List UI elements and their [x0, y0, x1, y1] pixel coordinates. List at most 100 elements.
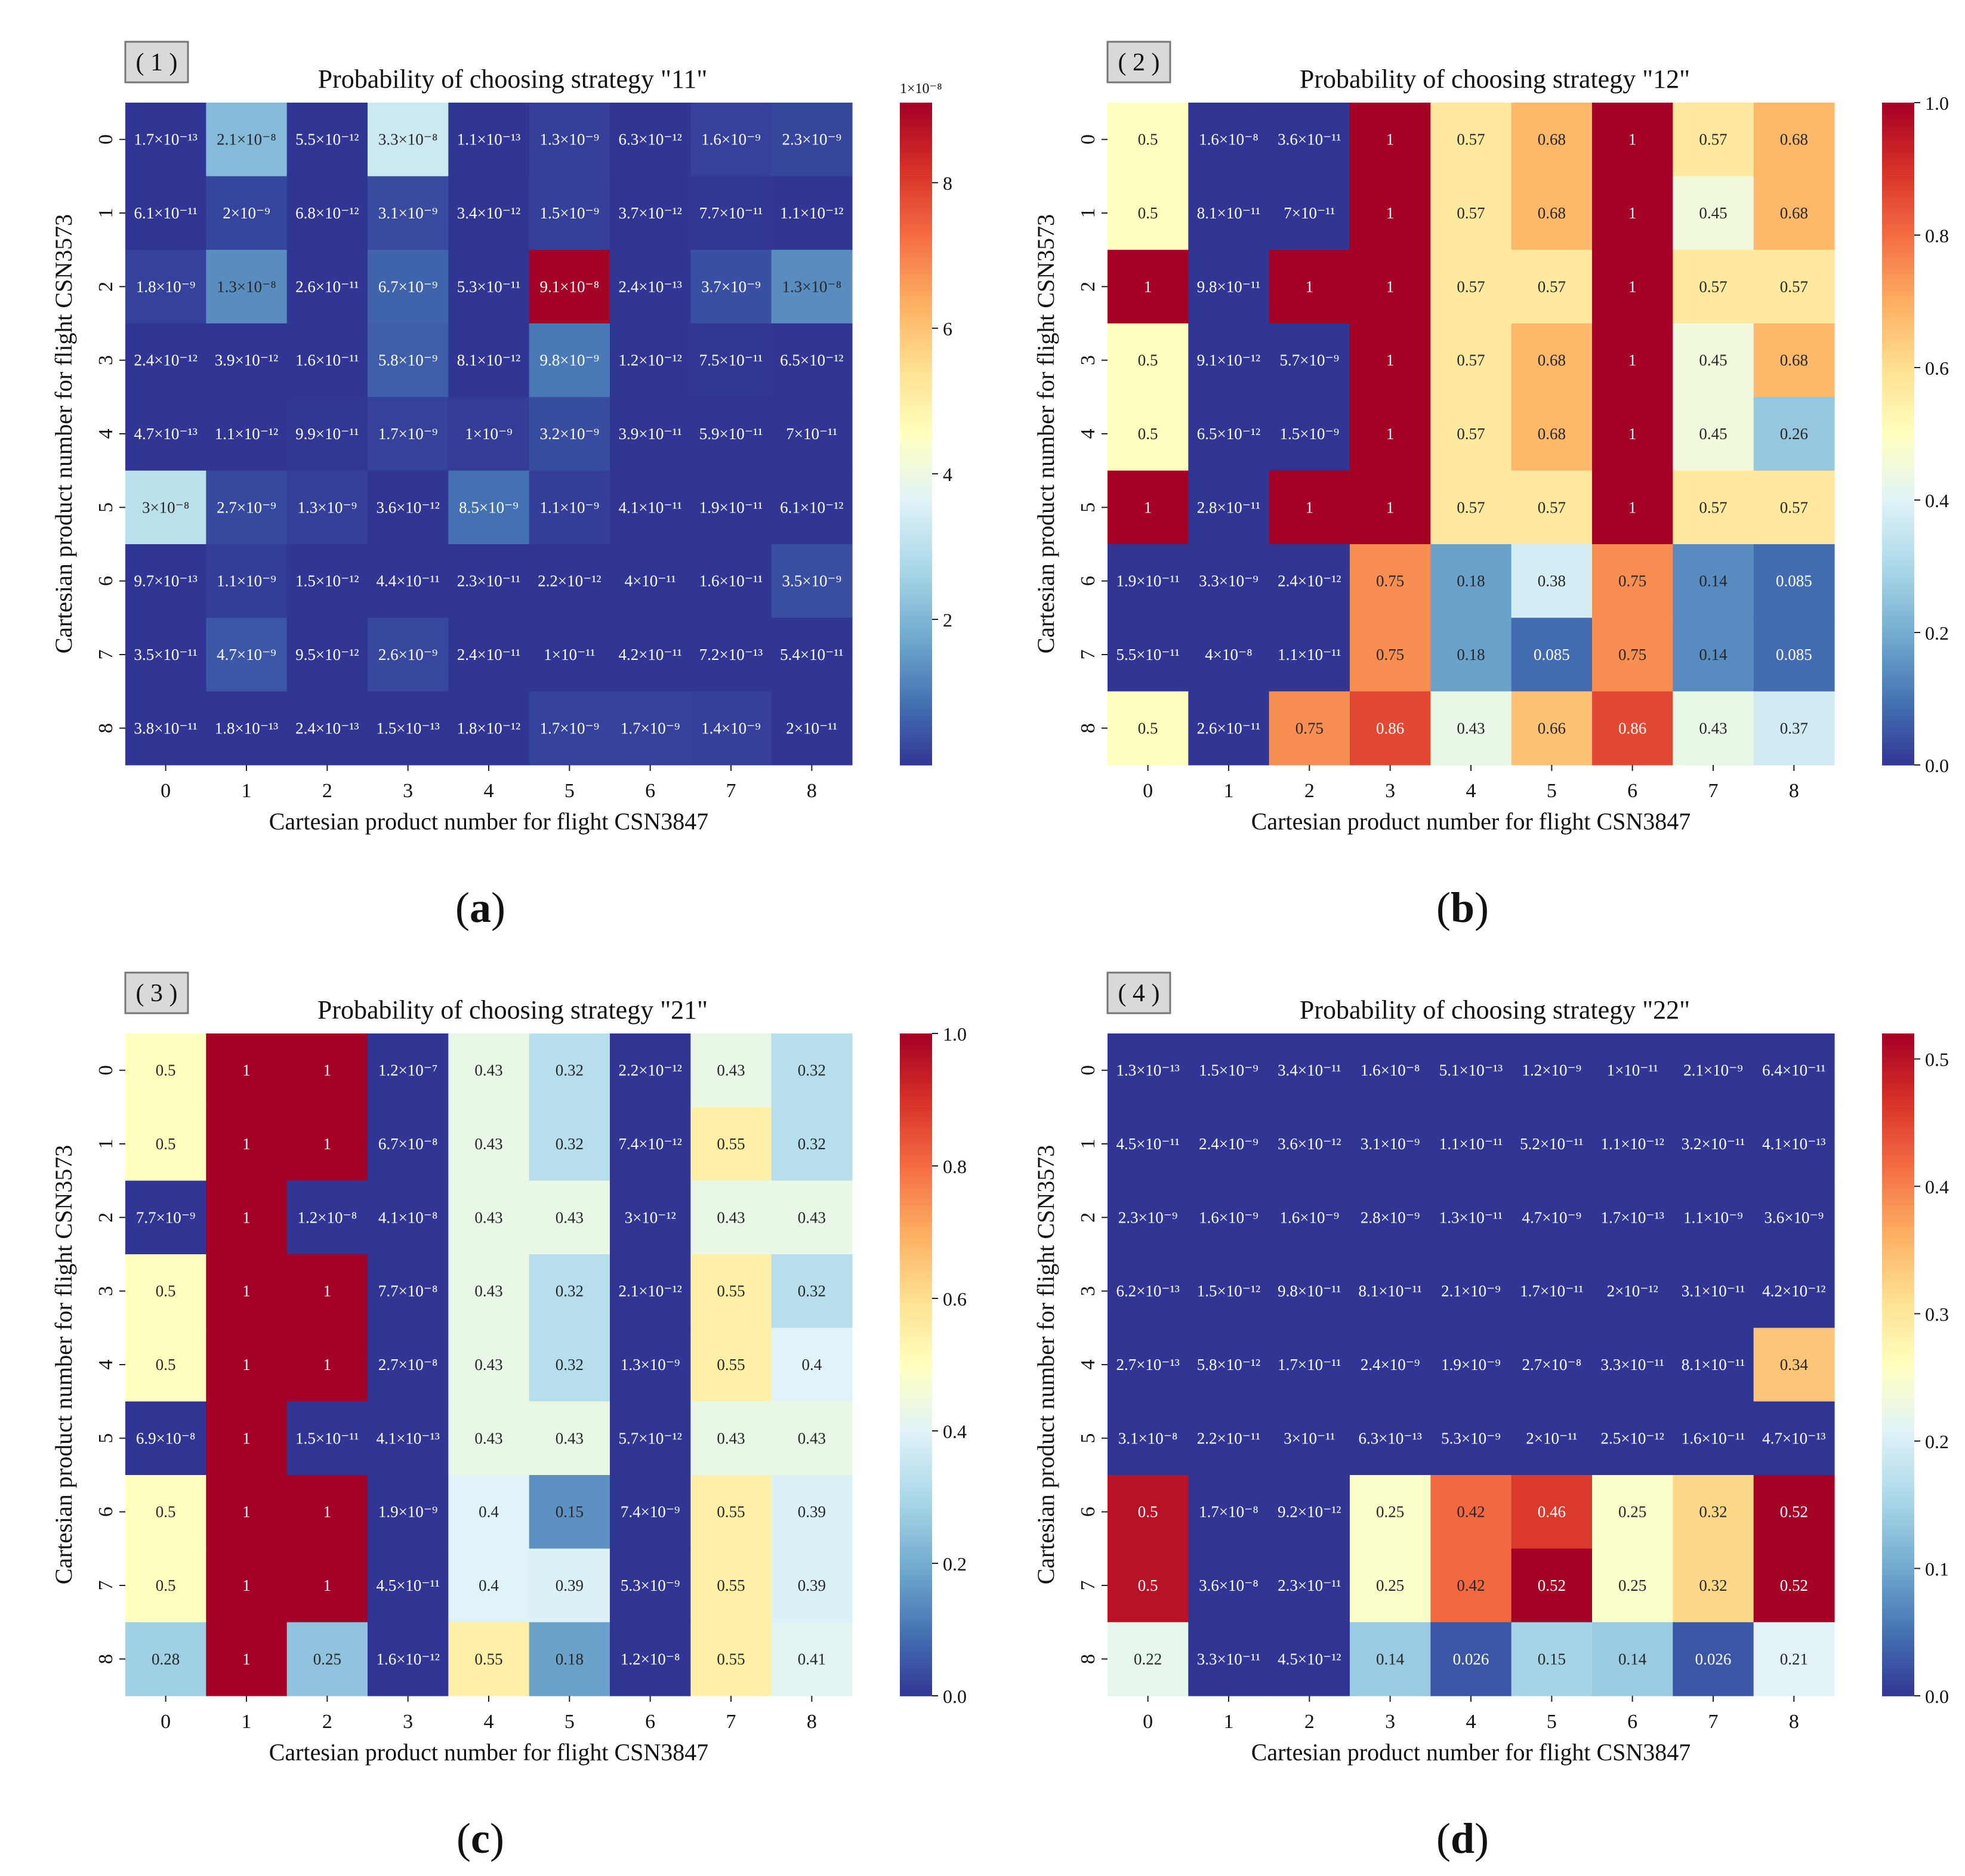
heatmap-cell — [690, 470, 772, 545]
cell-value-label: 0.39 — [798, 1503, 826, 1521]
colorbar-segment — [1882, 594, 1914, 600]
heatmap-cell — [690, 544, 772, 618]
colorbar-tick-label: 0.0 — [943, 1686, 967, 1707]
colorbar-segment — [900, 169, 932, 175]
colorbar-segment — [1882, 1502, 1914, 1509]
cell-value-label: 7.4×10⁻⁹ — [621, 1503, 680, 1521]
colorbar-segment — [900, 307, 932, 313]
y-tick-label: 5 — [1077, 1433, 1099, 1443]
colorbar-segment — [1882, 412, 1914, 418]
heatmap-cell — [1188, 1548, 1270, 1623]
colorbar-segment — [900, 1574, 932, 1581]
cell-value-label: 2×10⁻¹¹ — [786, 719, 837, 737]
colorbar-segment — [900, 1547, 932, 1553]
colorbar-segment — [900, 113, 932, 120]
colorbar-segment — [1882, 1088, 1914, 1095]
cell-value-label: 2×10⁻⁹ — [223, 204, 270, 222]
colorbar-segment — [1882, 1392, 1914, 1399]
colorbar-segment — [1882, 108, 1914, 115]
heatmap-cell — [1511, 1328, 1593, 1402]
cell-value-label: 1.6×10⁻⁹ — [1280, 1208, 1340, 1226]
heatmap-cell — [1269, 470, 1350, 545]
cell-value-label: 1.3×10⁻⁸ — [217, 277, 276, 295]
y-tick-label: 4 — [1077, 1360, 1099, 1370]
colorbar-segment — [900, 1569, 932, 1575]
cell-value-label: 2.4×10⁻⁹ — [1199, 1135, 1258, 1153]
heatmap-cell — [368, 544, 449, 618]
cell-value-label: 5.7×10⁻¹² — [618, 1429, 681, 1447]
colorbar-segment — [1882, 461, 1914, 468]
heatmap-cell — [1511, 1548, 1593, 1623]
cell-value-label: 1 — [1386, 204, 1395, 222]
colorbar-segment — [1882, 185, 1914, 192]
cell-value-label: 2.4×10⁻¹² — [1278, 572, 1341, 590]
heatmap-cell — [286, 1475, 368, 1549]
colorbar-segment — [1882, 400, 1914, 407]
cell-value-label: 0.57 — [1699, 498, 1727, 516]
cell-value-label: 6.4×10⁻¹¹ — [1762, 1062, 1825, 1079]
heatmap-cell — [1350, 1107, 1431, 1181]
heatmap-cell — [1350, 1475, 1431, 1549]
heatmap-cell — [1511, 1475, 1593, 1549]
heatmap-cell — [690, 397, 772, 471]
heatmap-cell — [1350, 1328, 1431, 1402]
colorbar-segment — [1882, 1204, 1914, 1211]
cell-value-label: 3.5×10⁻⁹ — [782, 572, 842, 590]
colorbar-segment — [900, 445, 932, 451]
colorbar-segment — [900, 1497, 932, 1504]
cell-value-label: 0.38 — [1538, 572, 1566, 590]
cell-value-label: 4×10⁻¹¹ — [625, 572, 676, 590]
colorbar-segment — [1882, 699, 1914, 705]
colorbar-segment — [900, 340, 932, 346]
colorbar-segment — [1882, 660, 1914, 667]
cell-value-label: 7.7×10⁻⁸ — [378, 1282, 438, 1300]
colorbar-segment — [1882, 196, 1914, 203]
colorbar-segment — [900, 632, 932, 639]
colorbar-segment — [900, 682, 932, 689]
colorbar-segment — [1882, 649, 1914, 655]
heatmap-cell — [1592, 1548, 1673, 1623]
heatmap-cell — [1269, 397, 1350, 471]
y-axis-label: Cartesian product number for flight CSN3… — [1032, 1145, 1059, 1585]
colorbar-segment — [1882, 1668, 1914, 1674]
heatmap-cell — [448, 470, 530, 545]
colorbar-tick-label: 0.1 — [1925, 1559, 1949, 1580]
heatmap-cell — [1108, 249, 1189, 324]
heatmap-cell — [1269, 1033, 1350, 1107]
colorbar-segment — [900, 191, 932, 198]
heatmap-cell — [1430, 397, 1512, 471]
cell-value-label: 0.18 — [1457, 572, 1485, 590]
cell-value-label: 0.26 — [1780, 425, 1808, 443]
colorbar-segment — [1882, 1331, 1914, 1338]
colorbar-segment — [900, 1160, 932, 1167]
cell-value-label: 2.1×10⁻⁹ — [1683, 1062, 1743, 1079]
cell-value-label: 3.9×10⁻¹¹ — [618, 425, 681, 443]
cell-value-label: 1.6×10⁻⁸ — [1199, 131, 1258, 149]
heatmap-cell — [529, 470, 610, 545]
heatmap-cell — [529, 544, 610, 618]
cell-value-label: 1 — [242, 1062, 251, 1079]
colorbar-segment — [1882, 643, 1914, 650]
heatmap-cell — [125, 1033, 206, 1107]
heatmap-cell — [286, 1401, 368, 1476]
colorbar-segment — [1882, 213, 1914, 220]
colorbar-segment — [900, 1624, 932, 1630]
colorbar-segment — [900, 390, 932, 396]
colorbar-segment — [1882, 621, 1914, 628]
heatmap-cell — [1673, 1033, 1754, 1107]
colorbar-segment — [900, 538, 932, 545]
colorbar-segment — [900, 550, 932, 556]
heatmap-cell — [286, 1548, 368, 1623]
cell-value-label: 4.2×10⁻¹¹ — [618, 646, 681, 664]
heatmap-cell — [1592, 249, 1673, 324]
x-tick-label: 5 — [1547, 780, 1557, 802]
colorbar-segment — [1882, 1122, 1914, 1128]
cell-value-label: 0.43 — [474, 1135, 502, 1153]
heatmap-cell — [1511, 691, 1593, 766]
colorbar-segment — [1882, 356, 1914, 363]
colorbar-segment — [900, 1276, 932, 1283]
colorbar-segment — [1882, 721, 1914, 727]
colorbar-segment — [1882, 1193, 1914, 1200]
colorbar-segment — [1882, 1177, 1914, 1183]
colorbar-multiplier: 1×10⁻⁸ — [900, 81, 942, 97]
